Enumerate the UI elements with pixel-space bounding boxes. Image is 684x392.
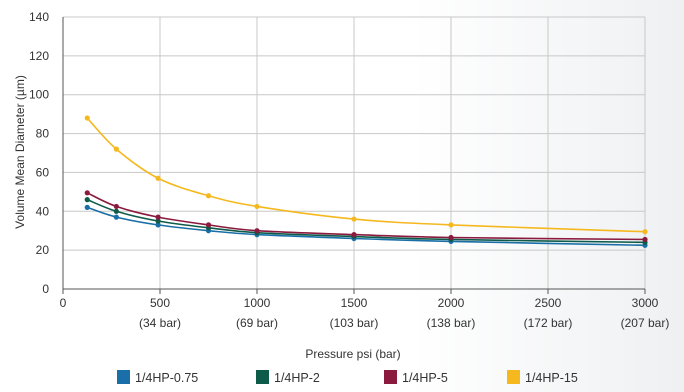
legend-label-1-4hp-0-75: 1/4HP-0.75 bbox=[135, 371, 198, 385]
x-axis-title: Pressure psi (bar) bbox=[305, 347, 400, 361]
y-tick-label: 100 bbox=[29, 88, 49, 102]
data-point-1-4hp-2 bbox=[113, 208, 119, 214]
series-lines bbox=[84, 115, 648, 248]
x-tick-sublabel: (172 bar) bbox=[524, 316, 573, 330]
legend-label-1-4hp-2: 1/4HP-2 bbox=[274, 371, 320, 385]
x-tick-sublabel: (207 bar) bbox=[621, 316, 670, 330]
x-tick-label: 1500 bbox=[341, 296, 368, 310]
legend-label-1-4hp-5: 1/4HP-5 bbox=[402, 371, 448, 385]
data-point-1-4hp-15 bbox=[642, 229, 648, 235]
x-tick-label: 2500 bbox=[535, 296, 562, 310]
data-point-1-4hp-5 bbox=[113, 203, 119, 210]
series-line-1-4hp-5 bbox=[86, 192, 646, 241]
legend-swatch-1-4hp-5 bbox=[384, 370, 397, 384]
data-point-1-4hp-5 bbox=[84, 190, 90, 196]
data-point-1-4hp-15 bbox=[155, 175, 161, 181]
x-tick-label: 1000 bbox=[244, 296, 271, 310]
x-tick-sublabel: (34 bar) bbox=[139, 316, 181, 330]
tick-labels: 0 20 40 60 80 100 120 140 0 500 (34 bar) 1000 (69 ba… bbox=[29, 10, 669, 330]
data-point-1-4hp-5 bbox=[642, 236, 648, 243]
legend-swatch-1-4hp-0-75 bbox=[117, 370, 130, 384]
data-point-1-4hp-15 bbox=[84, 115, 90, 121]
y-tick-label: 120 bbox=[29, 49, 49, 63]
legend: 1/4HP-0.75 1/4HP-2 1/4HP-5 1/4HP-15 bbox=[117, 370, 578, 385]
data-point-1-4hp-15 bbox=[351, 216, 357, 222]
y-tick-label: 20 bbox=[36, 243, 50, 257]
x-tick-sublabel: (138 bar) bbox=[427, 316, 476, 330]
legend-swatch-1-4hp-15 bbox=[507, 370, 520, 384]
x-tick-label: 2000 bbox=[438, 296, 465, 310]
data-point-1-4hp-15 bbox=[113, 146, 119, 152]
y-tick-label: 140 bbox=[29, 10, 49, 24]
data-point-1-4hp-0-75 bbox=[84, 204, 90, 210]
x-tick-sublabel: (103 bar) bbox=[330, 316, 379, 330]
data-point-1-4hp-15 bbox=[205, 193, 212, 199]
data-point-1-4hp-5 bbox=[448, 234, 454, 241]
data-point-1-4hp-5 bbox=[155, 214, 161, 220]
x-tick-label: 500 bbox=[150, 296, 170, 310]
data-point-1-4hp-0-75 bbox=[113, 214, 119, 220]
data-point-1-4hp-0-75 bbox=[155, 222, 161, 228]
y-tick-label: 0 bbox=[42, 282, 49, 296]
y-tick-label: 80 bbox=[36, 127, 50, 141]
data-point-1-4hp-2 bbox=[155, 218, 161, 224]
y-tick-label: 40 bbox=[36, 204, 50, 218]
data-point-1-4hp-15 bbox=[254, 203, 260, 210]
axes bbox=[62, 17, 646, 294]
data-point-1-4hp-2 bbox=[84, 197, 90, 203]
x-tick-label: 0 bbox=[60, 296, 67, 310]
y-axis-title: Volume Mean Diameter (µm) bbox=[13, 75, 27, 229]
series-line-1-4hp-0-75 bbox=[86, 206, 646, 247]
series-line-1-4hp-15 bbox=[86, 117, 646, 233]
data-point-1-4hp-5 bbox=[205, 222, 212, 228]
legend-label-1-4hp-15: 1/4HP-15 bbox=[525, 371, 578, 385]
data-point-1-4hp-5 bbox=[254, 228, 260, 234]
x-tick-label: 3000 bbox=[632, 296, 659, 310]
data-point-1-4hp-5 bbox=[351, 232, 357, 238]
y-tick-label: 60 bbox=[36, 165, 50, 179]
grid bbox=[63, 16, 646, 289]
data-point-1-4hp-15 bbox=[448, 222, 454, 228]
legend-swatch-1-4hp-2 bbox=[256, 370, 269, 384]
x-tick-sublabel: (69 bar) bbox=[236, 316, 278, 330]
series-line-1-4hp-2 bbox=[86, 198, 646, 244]
